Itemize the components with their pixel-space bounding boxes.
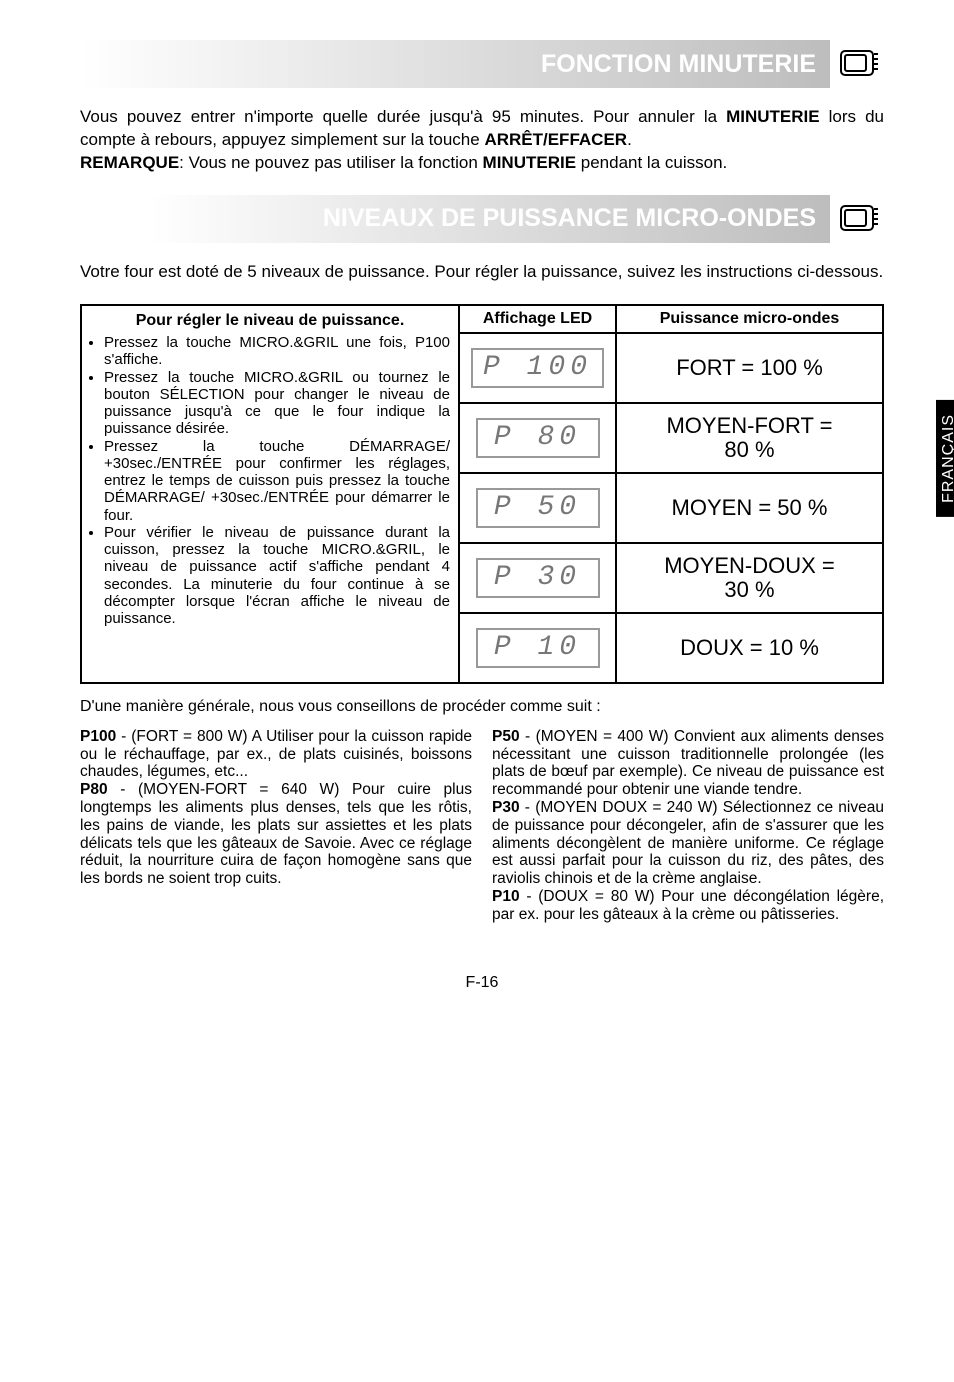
- description-column-b: P50 - (MOYEN = 400 W) Convient aux alime…: [492, 728, 884, 924]
- text-fragment: Vous pouvez entrer n'importe quelle duré…: [80, 107, 726, 126]
- text-bold: MINUTERIE: [483, 153, 577, 172]
- text-fragment: pendant la cuisson.: [576, 153, 727, 172]
- level-label: P30: [492, 799, 520, 816]
- led-cell: P 10: [460, 614, 615, 682]
- level-label: P10: [492, 888, 520, 905]
- led-cell: P 100: [460, 334, 615, 404]
- power-value: FORT = 100 %: [617, 334, 882, 404]
- b: MICRO.&GRIL: [244, 369, 343, 386]
- led-column: Affichage LED P 100 P 80 P 50 P 30 P 10: [460, 306, 617, 682]
- level-label: P50: [492, 728, 520, 745]
- level-text: - (MOYEN = 400 W) Convient aux aliments …: [492, 728, 884, 798]
- power-column: Puissance micro-ondes FORT = 100 % MOYEN…: [617, 306, 882, 682]
- list-item: Pressez la touche MICRO.&GRIL une fois, …: [104, 334, 450, 369]
- microwave-icon: [836, 195, 884, 243]
- level-label: P100: [80, 728, 116, 745]
- microwave-icon: [836, 40, 884, 88]
- b: DÉMARRAGE/ +30sec./ENTRÉE: [104, 489, 329, 506]
- column-header: Puissance micro-ondes: [617, 306, 882, 334]
- instructions-list: Pressez la touche MICRO.&GRIL une fois, …: [90, 334, 450, 627]
- led-display: P 10: [476, 628, 600, 668]
- text-fragment: : Vous ne pouvez pas utiliser la fonctio…: [179, 153, 482, 172]
- description-column-a: P100 - (FORT = 800 W) A Utiliser pour la…: [80, 728, 472, 924]
- general-note: D'une manière générale, nous vous consei…: [80, 698, 884, 716]
- text-bold: ARRÊT/EFFACER: [484, 130, 627, 149]
- language-tab: FRANÇAIS: [936, 400, 954, 517]
- power-table: Pour régler le niveau de puissance. Pres…: [80, 304, 884, 684]
- b: SÉLECTION: [160, 386, 245, 403]
- list-item: Pour vérifier le niveau de puissance dur…: [104, 524, 450, 628]
- section-title: NIVEAUX DE PUISSANCE MICRO-ONDES: [150, 195, 830, 243]
- led-cell: P 30: [460, 544, 615, 614]
- power-descriptions: P100 - (FORT = 800 W) A Utiliser pour la…: [80, 728, 884, 924]
- list-item: Pressez la touche MICRO.&GRIL ou tournez…: [104, 369, 450, 438]
- section-header-timer: FONCTION MINUTERIE: [80, 40, 884, 88]
- level-label: P80: [80, 781, 108, 798]
- led-display: P 50: [476, 488, 600, 528]
- led-display: P 80: [476, 418, 600, 458]
- t: Pressez la touche: [104, 369, 244, 386]
- power-value: DOUX = 10 %: [617, 614, 882, 682]
- level-text: - (MOYEN-FORT = 640 W) Pour cuire plus l…: [80, 781, 472, 887]
- power-intro: Votre four est doté de 5 niveaux de puis…: [80, 261, 884, 284]
- text-bold: REMARQUE: [80, 153, 179, 172]
- column-header: Pour régler le niveau de puissance.: [90, 310, 450, 334]
- level-text: - (MOYEN DOUX = 240 W) Sélectionnez ce n…: [492, 799, 884, 887]
- power-value: MOYEN-FORT = 80 %: [617, 404, 882, 474]
- b: MICRO.&GRIL: [322, 541, 421, 558]
- section-header-power: NIVEAUX DE PUISSANCE MICRO-ONDES: [150, 195, 884, 243]
- led-display: P 100: [471, 348, 604, 388]
- section-power: NIVEAUX DE PUISSANCE MICRO-ONDES Votre f…: [80, 195, 884, 924]
- led-display: P 30: [476, 558, 600, 598]
- level-text: - (DOUX = 80 W) Pour une décongélation l…: [492, 888, 884, 923]
- t: Pressez la touche: [104, 438, 349, 455]
- power-value: MOYEN = 50 %: [617, 474, 882, 544]
- t: Pressez la touche: [104, 334, 239, 351]
- list-item: Pressez la touche DÉMARRAGE/ +30sec./ENT…: [104, 438, 450, 524]
- led-cell: P 50: [460, 474, 615, 544]
- text-fragment: .: [627, 130, 632, 149]
- led-cell: P 80: [460, 404, 615, 474]
- text-bold: MINUTERIE: [726, 107, 820, 126]
- section-title: FONCTION MINUTERIE: [80, 40, 830, 88]
- level-text: - (FORT = 800 W) A Utiliser pour la cuis…: [80, 728, 472, 781]
- page-number: F-16: [80, 974, 884, 992]
- timer-paragraph-1: Vous pouvez entrer n'importe quelle duré…: [80, 106, 884, 175]
- b: MICRO.&GRIL: [239, 334, 338, 351]
- column-header: Affichage LED: [460, 306, 615, 334]
- power-value: MOYEN-DOUX = 30 %: [617, 544, 882, 614]
- page: FRANÇAIS FONCTION MINUTERIE Vous pouvez …: [0, 0, 954, 1032]
- instructions-column: Pour régler le niveau de puissance. Pres…: [82, 306, 460, 682]
